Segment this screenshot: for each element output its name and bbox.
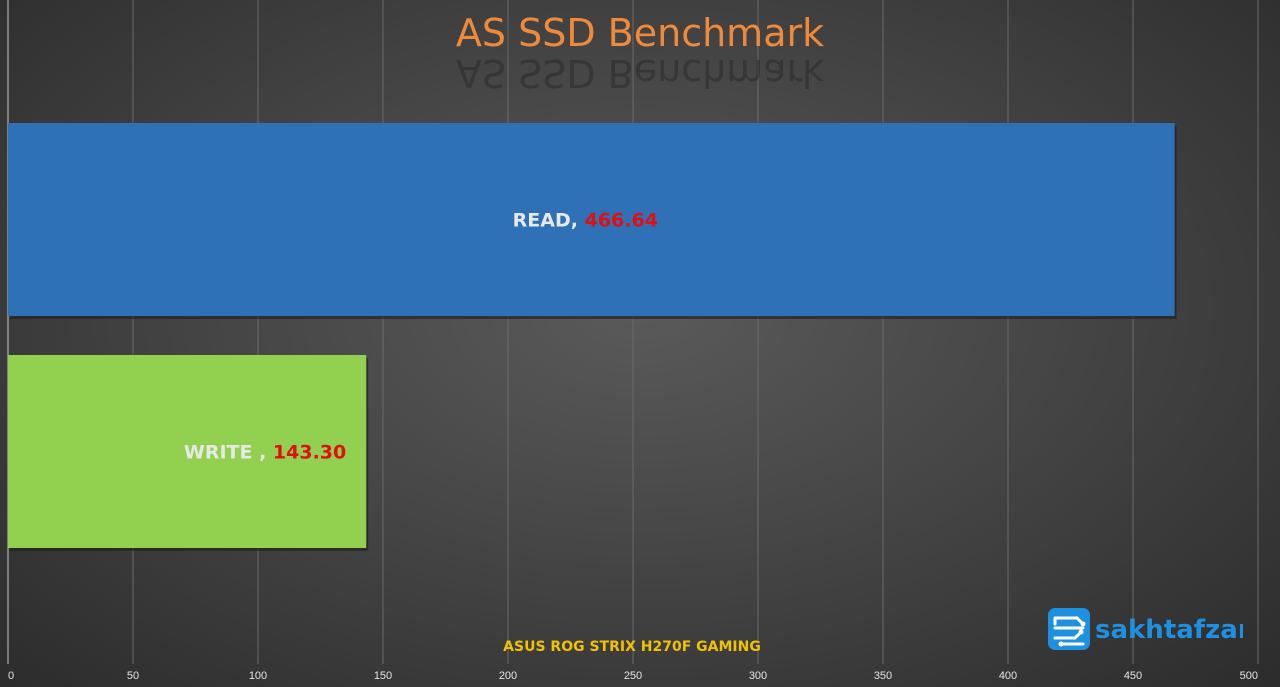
x-tick-label: 300: [749, 670, 767, 682]
chart-caption: ASUS ROG STRIX H270F GAMING: [503, 639, 761, 655]
x-tick-label: 150: [374, 670, 392, 682]
sakhtafzar-logo: sakhtafzar: [1048, 608, 1243, 650]
bar-write: [8, 355, 367, 548]
x-tick-label: 100: [249, 670, 267, 682]
bar-read: [8, 123, 1175, 316]
data-label-category: READ,: [513, 210, 585, 232]
gridlines: [7, 0, 1259, 664]
x-tick-label: 250: [624, 670, 642, 682]
x-tick-label: 450: [1124, 670, 1142, 682]
chart-title: AS SSD Benchmark: [456, 11, 824, 55]
x-tick-label: 200: [499, 670, 517, 682]
data-label-category: WRITE ,: [184, 442, 273, 464]
bar-labels: READ, 466.64 WRITE , 143.30: [184, 210, 658, 464]
data-label-value: 466.64: [585, 210, 658, 232]
chart-title-reflection: AS SSD Benchmark: [456, 51, 824, 95]
x-tick-label: 50: [127, 670, 139, 682]
x-tick-label: 400: [999, 670, 1017, 682]
title-group: AS SSD Benchmark AS SSD Benchmark: [456, 11, 824, 95]
data-label-read: READ, 466.64: [513, 210, 658, 232]
x-tick-label: 350: [874, 670, 892, 682]
x-axis-ticks: 0 50 100 150 200 250 300 350 400 450 500: [8, 670, 1258, 682]
data-label-value: 143.30: [273, 442, 346, 464]
logo-text: sakhtafzar: [1095, 615, 1243, 645]
x-tick-label: 0: [8, 670, 14, 682]
bars: [8, 123, 1177, 551]
data-label-write: WRITE , 143.30: [184, 442, 346, 464]
x-tick-label: 500: [1240, 670, 1258, 682]
circuit-board-icon: [1048, 608, 1090, 650]
